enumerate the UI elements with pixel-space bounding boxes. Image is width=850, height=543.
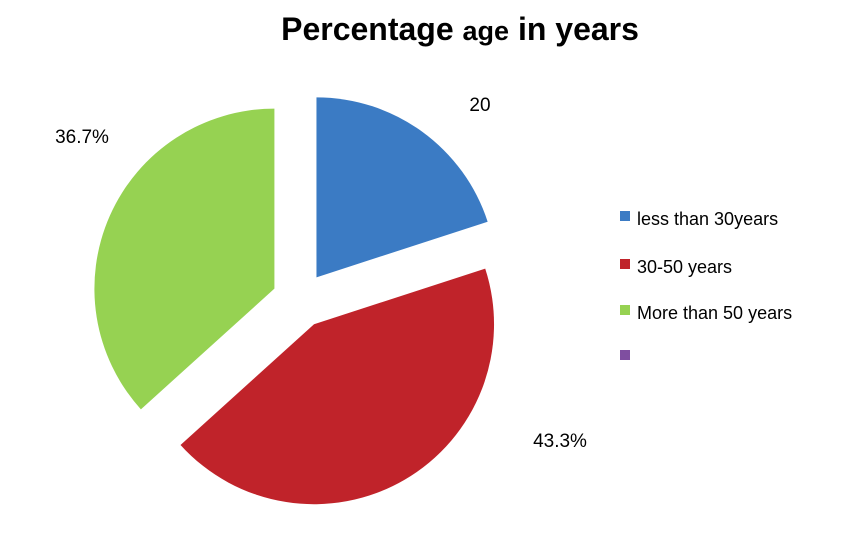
legend-label-more-than-50: More than 50 years (637, 303, 792, 323)
legend-swatch-more-than-50 (620, 305, 630, 315)
legend-label-less-than-30: less than 30years (637, 209, 778, 229)
chart-title-part1: Percentage (281, 11, 462, 47)
legend-swatch-30-50 (620, 259, 630, 269)
slice-more-than-50 (94, 108, 275, 410)
legend-label-30-50: 30-50 years (637, 257, 732, 277)
data-label-30-50: 43.3% (533, 431, 587, 452)
chart-title-part3: in years (509, 11, 639, 47)
legend-swatch-less-than-30 (620, 211, 630, 221)
chart-title-part2: age (463, 16, 510, 46)
data-label-less-than-30: 20 (469, 95, 490, 116)
chart-title: Percentage age in years (281, 11, 639, 47)
legend: less than 30years 30-50 years More than … (620, 209, 792, 360)
pie-slices (94, 97, 495, 505)
slice-30-50 (180, 268, 495, 505)
data-label-more-than-50: 36.7% (55, 127, 109, 148)
legend-swatch-empty (620, 350, 630, 360)
slice-less-than-30 (316, 97, 488, 278)
